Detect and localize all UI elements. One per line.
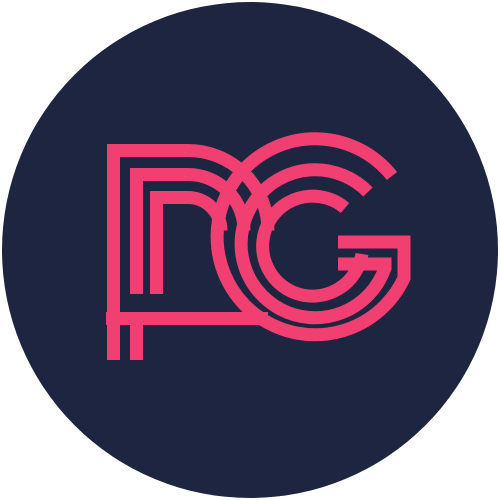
g-outer-stroke <box>210 132 411 342</box>
letter-g-strokes <box>210 132 411 342</box>
pg-monogram-strokes <box>106 132 411 360</box>
g-inner-stroke <box>256 189 369 303</box>
g-middle-stroke <box>234 163 392 325</box>
